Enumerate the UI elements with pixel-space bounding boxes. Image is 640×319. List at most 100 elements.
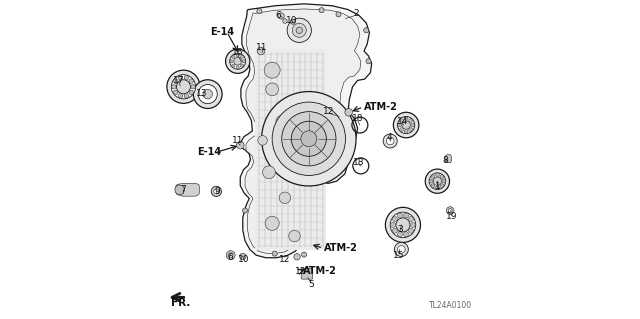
Text: 15: 15 — [394, 251, 405, 260]
Circle shape — [232, 64, 235, 67]
Circle shape — [262, 92, 356, 186]
Circle shape — [404, 117, 408, 121]
Circle shape — [404, 130, 408, 133]
Circle shape — [385, 207, 420, 242]
Circle shape — [364, 28, 369, 33]
Circle shape — [319, 8, 324, 13]
Circle shape — [283, 19, 287, 23]
Circle shape — [390, 212, 416, 238]
Text: 12: 12 — [323, 107, 335, 115]
Text: 19: 19 — [445, 212, 457, 221]
Text: 9: 9 — [214, 187, 220, 196]
Circle shape — [446, 207, 454, 214]
Text: ATM-2: ATM-2 — [324, 243, 358, 253]
Text: FR.: FR. — [171, 298, 190, 308]
Circle shape — [257, 47, 265, 55]
Circle shape — [173, 90, 178, 95]
Polygon shape — [245, 9, 361, 254]
Text: 10: 10 — [286, 16, 298, 25]
Circle shape — [431, 175, 435, 179]
Circle shape — [241, 56, 244, 59]
Text: 7: 7 — [180, 185, 186, 194]
Text: 1: 1 — [435, 182, 441, 191]
Circle shape — [241, 64, 244, 67]
Circle shape — [236, 54, 239, 57]
Text: 5: 5 — [308, 280, 314, 289]
Circle shape — [402, 121, 410, 129]
Circle shape — [336, 12, 341, 17]
Text: E-14: E-14 — [210, 27, 234, 37]
Text: 18: 18 — [352, 114, 364, 123]
Text: 10: 10 — [237, 255, 249, 263]
Circle shape — [291, 121, 326, 156]
Circle shape — [397, 116, 415, 134]
Circle shape — [289, 230, 300, 242]
Text: 17: 17 — [173, 76, 185, 85]
Circle shape — [440, 175, 444, 179]
Circle shape — [198, 85, 218, 104]
Text: ATM-2: ATM-2 — [303, 265, 337, 276]
Circle shape — [390, 222, 396, 227]
Circle shape — [264, 62, 280, 78]
Circle shape — [397, 232, 403, 237]
Circle shape — [272, 102, 346, 175]
Circle shape — [410, 222, 415, 227]
Circle shape — [193, 80, 222, 108]
Text: 8: 8 — [442, 156, 448, 165]
Text: 18: 18 — [353, 158, 364, 167]
Circle shape — [429, 179, 433, 183]
Circle shape — [345, 108, 353, 116]
Text: 11: 11 — [256, 43, 268, 52]
Polygon shape — [176, 183, 200, 196]
Text: 13: 13 — [196, 89, 207, 98]
Text: 3: 3 — [397, 225, 403, 234]
Circle shape — [366, 59, 371, 64]
Circle shape — [239, 253, 246, 260]
Circle shape — [398, 123, 402, 127]
Circle shape — [228, 253, 233, 257]
Circle shape — [292, 23, 307, 37]
Circle shape — [236, 66, 239, 69]
Circle shape — [392, 228, 397, 233]
Circle shape — [429, 173, 445, 189]
Circle shape — [433, 177, 442, 185]
Circle shape — [226, 251, 235, 260]
Circle shape — [409, 128, 413, 131]
Circle shape — [301, 252, 307, 257]
Text: 11: 11 — [232, 137, 243, 145]
Text: 14: 14 — [397, 117, 408, 126]
Circle shape — [236, 141, 244, 149]
Circle shape — [175, 185, 184, 195]
Circle shape — [242, 60, 245, 63]
Circle shape — [440, 184, 444, 188]
Circle shape — [408, 217, 413, 222]
Circle shape — [294, 254, 300, 260]
Circle shape — [243, 208, 248, 213]
Circle shape — [397, 213, 403, 218]
Circle shape — [257, 9, 262, 14]
Circle shape — [232, 56, 235, 59]
Circle shape — [214, 189, 219, 194]
Circle shape — [262, 166, 275, 179]
Circle shape — [431, 184, 435, 188]
Circle shape — [234, 57, 241, 65]
Circle shape — [425, 169, 449, 193]
Circle shape — [203, 89, 212, 99]
Circle shape — [279, 192, 291, 204]
Text: TL24A0100: TL24A0100 — [429, 301, 472, 310]
Polygon shape — [445, 155, 451, 163]
Circle shape — [173, 79, 178, 83]
Circle shape — [278, 13, 284, 19]
Circle shape — [191, 85, 195, 89]
Text: ATM-2: ATM-2 — [364, 102, 398, 112]
Circle shape — [403, 213, 408, 218]
Circle shape — [448, 209, 452, 212]
Circle shape — [400, 119, 404, 122]
Circle shape — [211, 186, 221, 197]
Circle shape — [172, 75, 196, 99]
Text: 12: 12 — [295, 267, 307, 276]
Circle shape — [230, 60, 233, 63]
Circle shape — [177, 80, 191, 94]
Text: 4: 4 — [387, 133, 392, 142]
Circle shape — [387, 137, 394, 145]
